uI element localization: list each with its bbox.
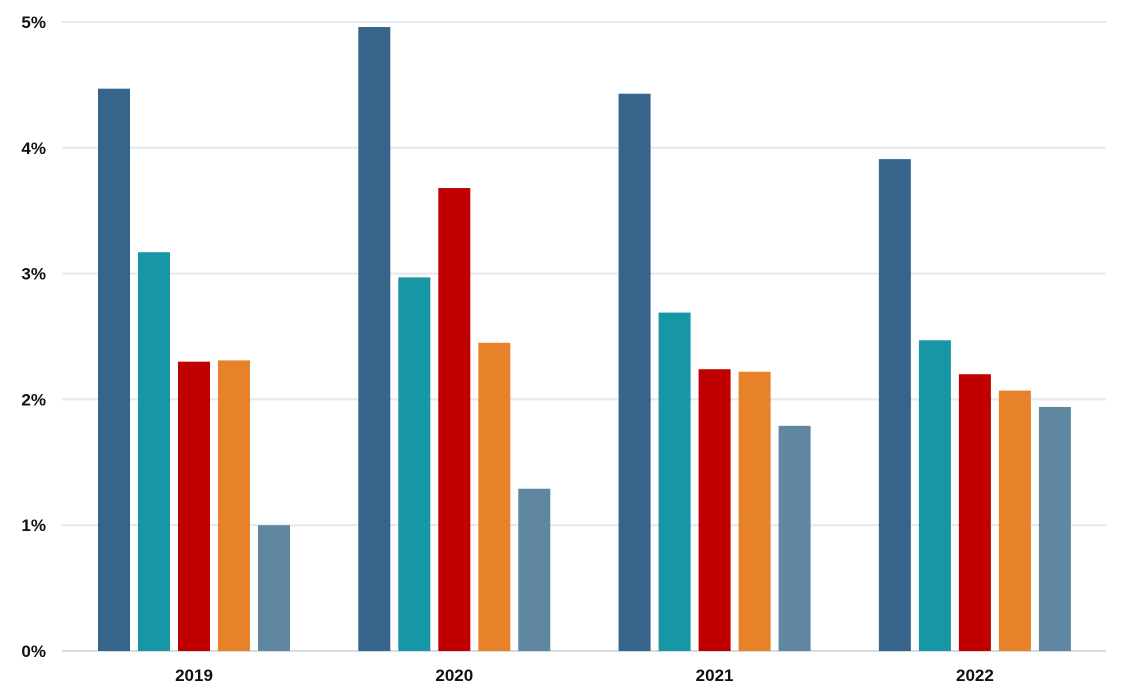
- bar-2022-series-3: [958, 374, 991, 651]
- y-tick-label: 4%: [21, 139, 46, 158]
- x-category-label: 2022: [956, 666, 994, 685]
- bars: [98, 27, 1071, 652]
- x-category-label: 2020: [435, 666, 473, 685]
- bar-2020-series-2: [398, 277, 431, 651]
- bar-2019-series-1: [98, 88, 130, 651]
- bar-2021-series-2: [658, 312, 691, 651]
- x-category-label: 2019: [175, 666, 213, 685]
- bar-2019-series-3: [178, 361, 210, 651]
- y-tick-label: 0%: [21, 642, 46, 661]
- bar-2021-series-3: [698, 369, 731, 651]
- bar-2021-series-5: [778, 425, 811, 651]
- bar-2019-series-5: [258, 525, 290, 651]
- bar-2020-series-5: [518, 488, 551, 651]
- bar-2022-series-1: [878, 159, 911, 651]
- y-tick-label: 3%: [21, 265, 46, 284]
- y-tick-label: 1%: [21, 516, 46, 535]
- bar-2020-series-1: [358, 27, 391, 652]
- bar-2020-series-3: [438, 188, 471, 651]
- bar-2020-series-4: [478, 342, 511, 651]
- y-tick-label: 5%: [21, 13, 46, 32]
- x-axis-category-labels: 2019 2020 2021 2022: [175, 666, 994, 685]
- bar-2021-series-4: [738, 371, 771, 651]
- bar-2019-series-2: [138, 252, 170, 652]
- bar-2022-series-2: [918, 340, 951, 651]
- y-axis-tick-labels: 0% 1% 2% 3% 4% 5%: [21, 13, 46, 661]
- bar-2021-series-1: [618, 93, 651, 652]
- bar-2022-series-5: [1038, 406, 1071, 651]
- bar-2022-series-4: [998, 390, 1031, 651]
- bar-2019-series-4: [218, 360, 250, 651]
- y-tick-label: 2%: [21, 390, 46, 409]
- x-category-label: 2021: [696, 666, 734, 685]
